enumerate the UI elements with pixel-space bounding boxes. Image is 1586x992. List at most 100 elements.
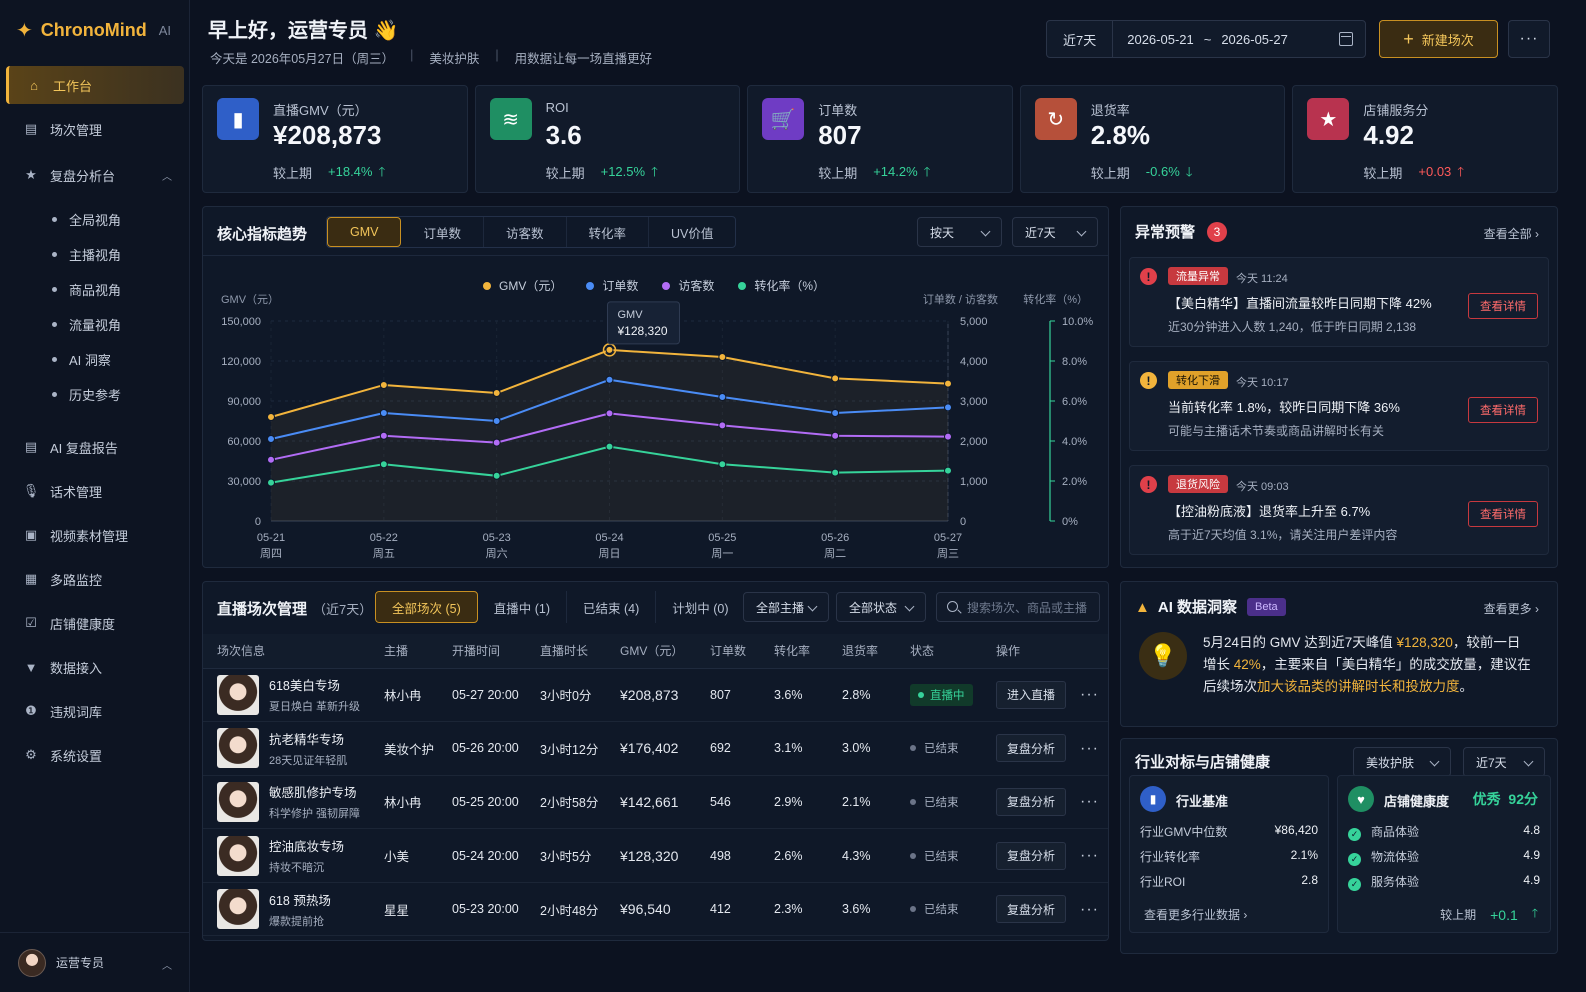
table-row[interactable]: 抗老精华专场 28天见证年轻肌 美妆个护 05-26 20:00 3小时12分 ¥176,… <box>203 721 1108 776</box>
alerts-view-all-link[interactable]: 查看全部 › <box>1483 227 1539 241</box>
more-button[interactable]: ··· <box>1508 20 1550 58</box>
legend-visitors[interactable]: 访客数 <box>662 277 714 294</box>
tab-gmv[interactable]: GMV <box>327 217 402 247</box>
legend-cvr[interactable]: 转化率（%） <box>738 277 825 294</box>
chevron-up-icon[interactable]: ︿ <box>162 171 172 183</box>
data-point[interactable] <box>267 455 275 464</box>
tab-live[interactable]: 直播中 (1) <box>478 591 568 623</box>
view-detail-button[interactable]: 查看详情 <box>1468 501 1538 527</box>
sidebar-item-ai-report[interactable]: ▤ AI 复盘报告 <box>0 428 190 466</box>
data-point[interactable] <box>379 381 388 389</box>
session-name[interactable]: 控油底妆专场 <box>269 840 345 855</box>
data-point[interactable] <box>831 468 840 477</box>
kpi-card[interactable]: ≋ ROI 3.6 较上期 +12.5% 🡑 <box>474 85 741 193</box>
sidebar-sub-traffic[interactable]: 流量视角 <box>0 307 190 342</box>
table-row[interactable]: 618 预热场 爆款提前抢 星星 05-23 20:00 2小时48分 ¥96,540 41… <box>203 882 1108 937</box>
sidebar-item-monitor[interactable]: ▦ 多路监控 <box>0 560 190 598</box>
review-button[interactable]: 复盘分析 <box>996 734 1067 763</box>
more-actions-icon[interactable]: ··· <box>1080 739 1099 757</box>
session-name[interactable]: 618 预热场 <box>269 893 331 908</box>
table-row[interactable]: 618美白专场 夏日焕白 革新升级 林小冉 05-27 20:00 3小时0分 ¥208,… <box>203 668 1108 723</box>
sidebar-sub-history[interactable]: 历史参考 <box>0 377 190 412</box>
sidebar-item-video[interactable]: ▣ 视频素材管理 <box>0 516 190 554</box>
data-point[interactable] <box>944 432 952 441</box>
data-point[interactable] <box>492 438 501 447</box>
tab-ended[interactable]: 已结束 (4) <box>567 591 657 623</box>
more-actions-icon[interactable]: ··· <box>1080 793 1099 811</box>
trend-range-select[interactable]: 近7天 <box>1012 217 1098 247</box>
view-detail-button[interactable]: 查看详情 <box>1468 293 1538 319</box>
session-name[interactable]: 敏感肌修护专场 <box>269 786 357 801</box>
data-point[interactable] <box>605 375 614 384</box>
review-button[interactable]: 复盘分析 <box>996 895 1067 924</box>
sidebar-sub-ai[interactable]: AI 洞察 <box>0 342 190 377</box>
sidebar-item-script[interactable]: 🎙 话术管理 <box>0 472 190 510</box>
data-point[interactable] <box>605 409 614 418</box>
sidebar-item-workbench[interactable]: ⌂ 工作台 <box>6 66 184 104</box>
sidebar-item-sessions[interactable]: ▤ 场次管理 <box>0 110 190 148</box>
table-row[interactable]: 敏感肌修护专场 科学修护 强韧屏障 林小冉 05-25 20:00 2小时58分 ¥142… <box>203 775 1108 830</box>
sidebar-sub-host[interactable]: 主播视角 <box>0 237 190 272</box>
sidebar-sub-global[interactable]: 全局视角 <box>0 202 190 237</box>
data-point[interactable] <box>944 403 952 412</box>
data-point[interactable] <box>267 478 275 487</box>
data-point[interactable] <box>718 460 727 469</box>
data-point[interactable] <box>492 389 501 397</box>
data-point[interactable] <box>492 417 501 425</box>
tab-planned[interactable]: 计划中 (0) <box>672 601 729 616</box>
tab-cvr[interactable]: 转化率 <box>567 217 650 247</box>
data-point[interactable] <box>267 413 275 421</box>
data-point[interactable] <box>267 435 275 443</box>
enter-live-button[interactable]: 进入直播 <box>996 680 1067 709</box>
data-point[interactable] <box>944 379 952 388</box>
tab-visitors[interactable]: 访客数 <box>484 217 567 247</box>
session-search-input[interactable]: 搜索场次、商品或主播 <box>936 592 1100 622</box>
sidebar-item-review[interactable]: ★ 复盘分析台 ︿ <box>0 156 190 194</box>
tab-uv[interactable]: UV价值 <box>671 226 714 241</box>
trend-chart[interactable]: GMV（元） 订单数 / 访客数 转化率（%） 0 30,000 60,000 90,000… <box>203 267 1108 567</box>
data-point[interactable] <box>831 374 840 383</box>
user-menu[interactable]: 运营专员 ︿ <box>0 932 190 992</box>
legend-gmv[interactable]: GMV（元） <box>483 277 562 294</box>
data-point[interactable] <box>718 393 727 401</box>
sidebar-item-words[interactable]: ❶ 违规词库 <box>0 692 190 730</box>
more-actions-icon[interactable]: ··· <box>1080 686 1099 704</box>
industry-more-link[interactable]: 查看更多行业数据 › <box>1144 908 1248 922</box>
sidebar-sub-product[interactable]: 商品视角 <box>0 272 190 307</box>
data-point[interactable] <box>718 421 727 430</box>
range-dates[interactable]: 2026-05-21 ~ 2026-05-27 <box>1113 32 1288 47</box>
data-point[interactable] <box>605 345 614 354</box>
sidebar-item-settings[interactable]: ⚙ 系统设置 <box>0 736 190 774</box>
session-name[interactable]: 618美白专场 <box>269 679 340 694</box>
tab-all[interactable]: 全部场次 (5) <box>375 591 478 623</box>
logo[interactable]: ✦ ChronoMind AI <box>16 18 171 43</box>
date-range-picker[interactable]: 近7天 2026-05-21 ~ 2026-05-27 <box>1046 20 1366 58</box>
data-point[interactable] <box>379 431 388 440</box>
benchmark-range-select[interactable]: 近7天 <box>1463 747 1545 777</box>
data-point[interactable] <box>492 471 501 480</box>
data-point[interactable] <box>944 466 952 475</box>
sidebar-item-health[interactable]: ☑ 店铺健康度 <box>0 604 190 642</box>
insight-more-link[interactable]: 查看更多 › <box>1483 602 1539 616</box>
kpi-card[interactable]: ↻ 退货率 2.8% 较上期 -0.6% 🡓 <box>1019 85 1286 193</box>
data-point[interactable] <box>379 460 388 469</box>
table-row[interactable]: 控油底妆专场 持妆不暗沉 小美 05-24 20:00 3小时5分 ¥128,320 498… <box>203 828 1108 883</box>
data-point[interactable] <box>831 431 840 440</box>
new-session-button[interactable]: + 新建场次 <box>1379 20 1498 58</box>
tab-orders[interactable]: 订单数 <box>401 217 484 247</box>
review-button[interactable]: 复盘分析 <box>996 841 1067 870</box>
data-point[interactable] <box>718 353 727 361</box>
kpi-card[interactable]: ▮ 直播GMV（元） ¥208,873 较上期 +18.4% 🡑 <box>202 85 468 193</box>
kpi-card[interactable]: ★ 店铺服务分 4.92 较上期 +0.03 🡑 <box>1292 85 1558 193</box>
data-point[interactable] <box>379 409 388 417</box>
category-select[interactable]: 美妆护肤 <box>1353 747 1451 777</box>
more-actions-icon[interactable]: ··· <box>1080 900 1099 918</box>
data-point[interactable] <box>831 409 840 417</box>
range-preset[interactable]: 近7天 <box>1047 21 1114 57</box>
host-filter-select[interactable]: 全部主播 <box>743 592 829 622</box>
review-button[interactable]: 复盘分析 <box>996 787 1067 816</box>
kpi-card[interactable]: 🛒 订单数 807 较上期 +14.2% 🡑 <box>747 85 1013 193</box>
legend-orders[interactable]: 订单数 <box>586 277 638 294</box>
sidebar-item-data[interactable]: ▼ 数据接入 <box>0 648 190 686</box>
data-point[interactable] <box>605 442 614 451</box>
